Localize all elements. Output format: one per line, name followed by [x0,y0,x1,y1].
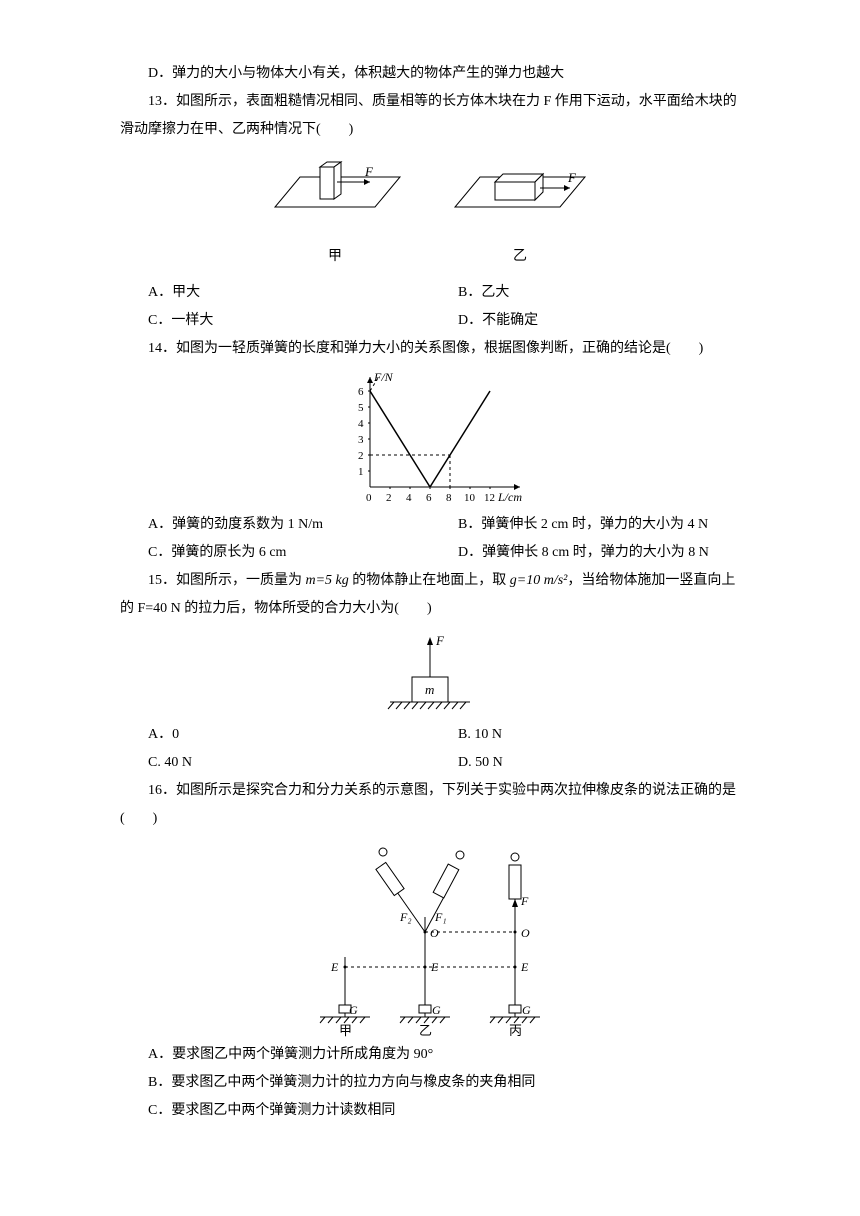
q13-figure: F 甲 F 乙 [120,152,740,271]
q13-fig-yi: F [445,152,595,232]
svg-text:甲: 甲 [339,1023,352,1037]
svg-text:G: G [522,1003,531,1017]
q14-graph: F/N L/cm 1 2 3 4 5 6 0 2 4 6 8 10 12 [330,367,530,507]
q15-figure: m F [370,627,490,717]
svg-text:G: G [349,1003,358,1017]
q13-opt-b: B．乙大 [430,279,740,307]
q13-stem: 13．如图所示，表面粗糙情况相同、质量相等的长方体木块在力 F 作用下运动，水平… [120,88,740,144]
svg-text:乙: 乙 [419,1023,432,1037]
svg-text:12: 12 [484,492,495,504]
q15-opt-c: C. 40 N [120,749,430,777]
svg-text:E: E [430,960,439,974]
svg-text:F₂: F₂ [399,910,412,924]
svg-text:m: m [425,682,434,697]
q14-opt-c: C．弹簧的原长为 6 cm [120,539,430,567]
svg-text:L/cm: L/cm [497,490,522,504]
q16-figure: G G G E E E O F₂ F₁ [285,837,575,1037]
q13-caption-yi: 乙 [445,243,595,271]
q15-opt-b: B. 10 N [430,721,740,749]
svg-text:4: 4 [358,418,364,430]
svg-text:F: F [520,894,529,908]
svg-text:8: 8 [446,492,452,504]
svg-text:2: 2 [358,450,364,462]
svg-text:3: 3 [358,434,364,446]
svg-text:O: O [430,926,439,940]
q13-opt-a: A．甲大 [120,279,430,307]
q14-opt-d: D．弹簧伸长 8 cm 时，弹力的大小为 8 N [430,539,740,567]
svg-text:5: 5 [358,402,364,414]
q16-opt-a: A．要求图乙中两个弹簧测力计所成角度为 90° [120,1041,740,1069]
svg-text:0: 0 [366,492,372,504]
q13-caption-jia: 甲 [265,243,405,271]
svg-text:E: E [330,960,339,974]
q16-stem: 16．如图所示是探究合力和分力关系的示意图，下列关于实验中两次拉伸橡皮条的说法正… [120,777,740,833]
q14-opt-b: B．弹簧伸长 2 cm 时，弹力的大小为 4 N [430,511,740,539]
svg-text:F₁: F₁ [434,910,447,924]
svg-text:丙: 丙 [509,1023,522,1037]
svg-text:F: F [364,164,374,179]
option-d-intro: D．弹力的大小与物体大小有关，体积越大的物体产生的弹力也越大 [120,60,740,88]
q14-stem: 14．如图为一轻质弹簧的长度和弹力大小的关系图像，根据图像判断，正确的结论是( … [120,335,740,363]
q13-fig-jia: F [265,152,405,232]
svg-text:10: 10 [464,492,476,504]
svg-text:O: O [521,926,530,940]
svg-text:E: E [520,960,529,974]
svg-text:F: F [567,170,577,185]
q16-opt-c: C．要求图乙中两个弹簧测力计读数相同 [120,1097,740,1125]
svg-text:1: 1 [358,466,364,478]
q16-opt-b: B．要求图乙中两个弹簧测力计的拉力方向与橡皮条的夹角相同 [120,1069,740,1097]
q13-opt-c: C．一样大 [120,307,430,335]
q15-stem: 15．如图所示，一质量为 m=5 kg 的物体静止在地面上，取 g=10 m/s… [120,567,740,623]
svg-text:F: F [435,633,445,648]
svg-text:2: 2 [386,492,392,504]
svg-text:6: 6 [426,492,432,504]
svg-text:6: 6 [358,386,364,398]
q13-opt-d: D．不能确定 [430,307,740,335]
svg-text:G: G [432,1003,441,1017]
svg-text:F/N: F/N [373,370,394,384]
q15-opt-a: A．0 [120,721,430,749]
svg-text:4: 4 [406,492,412,504]
q15-opt-d: D. 50 N [430,749,740,777]
q14-opt-a: A．弹簧的劲度系数为 1 N/m [120,511,430,539]
